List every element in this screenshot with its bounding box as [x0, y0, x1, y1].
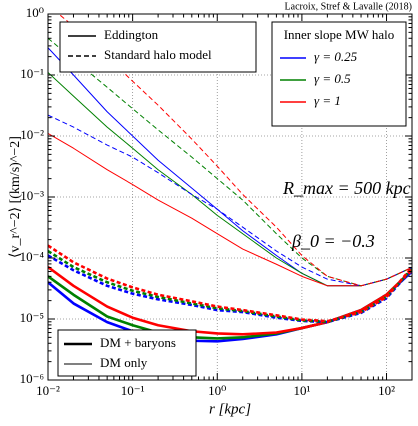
- legend-label: Standard halo model: [104, 47, 212, 62]
- y-tick-label: 10⁻²: [20, 127, 44, 142]
- annotation: β_0 = −0.3: [291, 231, 375, 251]
- y-tick-label: 10⁻⁵: [20, 310, 44, 325]
- x-tick-label: 10⁰: [208, 383, 226, 398]
- annotation: R_max = 500 kpc: [282, 178, 411, 198]
- legend-label: DM only: [100, 355, 148, 370]
- x-tick-label: 10⁻²: [36, 383, 60, 398]
- legend-label: γ = 0.25: [314, 49, 358, 64]
- legend-box: [57, 329, 197, 377]
- y-tick-label: 10⁻⁴: [20, 249, 45, 264]
- y-tick-label: 10⁻⁶: [20, 371, 44, 386]
- legend-box: [59, 21, 257, 73]
- y-axis-label: ⟨v_r^−2⟩ [(km/s)^−2]: [8, 136, 23, 258]
- data-line: [48, 133, 412, 287]
- y-tick-label: 10⁰: [26, 5, 44, 20]
- plot-lines: [48, 14, 412, 343]
- legend-box: [271, 21, 407, 127]
- chart-title: Lacroix, Stref & Lavalle (2018): [285, 1, 412, 12]
- y-tick-label: 10⁻³: [20, 188, 44, 203]
- legend-label: γ = 0.5: [314, 71, 351, 86]
- data-line: [48, 244, 412, 323]
- x-tick-label: 10¹: [293, 383, 310, 398]
- x-tick-label: 10²: [378, 383, 395, 398]
- x-tick-label: 10⁻¹: [121, 383, 145, 398]
- legend-label: DM + baryons: [100, 335, 176, 350]
- ticks: 10⁻² 10⁻¹ 10⁰ 10¹ 10² 10⁻⁶ 10⁻⁵ 10⁻⁴ 10⁻³ 10⁻² 10⁻…: [20, 5, 412, 398]
- data-line: [48, 114, 412, 287]
- data-line: [48, 266, 412, 336]
- y-tick-label: 10⁻¹: [20, 66, 44, 81]
- x-axis-label: r [kpc]: [209, 401, 251, 417]
- legend-title: Inner slope MW halo: [284, 27, 395, 42]
- legends: Inner slope MW halo Eddington Standard ha…: [57, 21, 407, 377]
- legend-label: Eddington: [104, 27, 159, 42]
- legend-label: γ = 1: [314, 93, 341, 108]
